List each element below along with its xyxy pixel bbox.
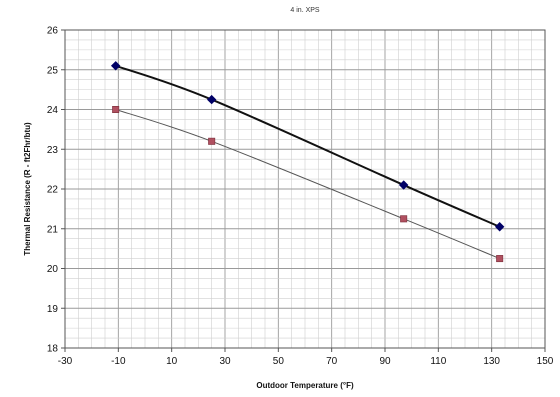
x-tick-label: 70 [326, 356, 338, 367]
x-axis-label: Outdoor Temperature (°F) [256, 381, 354, 390]
series-1-point [494, 222, 505, 232]
y-axis-label: Thermal Resistance (R - ft2Fhr/btu) [23, 122, 32, 256]
y-tick-label: 23 [47, 145, 59, 156]
series-2-point [496, 255, 504, 263]
y-tick-label: 22 [47, 185, 59, 196]
y-tick-label: 21 [47, 224, 59, 235]
x-tick-label: 10 [166, 356, 178, 367]
y-axis-ticks: 18 19 20 21 22 23 24 25 26 [47, 26, 65, 355]
x-tick-label: 50 [273, 356, 285, 367]
series-1-point [110, 61, 121, 71]
x-tick-label: 130 [483, 356, 500, 367]
series [110, 61, 505, 263]
series-1-point [398, 180, 409, 190]
x-tick-label: 90 [379, 356, 391, 367]
y-tick-label: 25 [47, 65, 59, 76]
y-tick-label: 20 [47, 264, 59, 275]
y-tick-label: 19 [47, 304, 59, 315]
y-tick-label: 26 [47, 26, 59, 37]
grid [64, 29, 546, 349]
x-axis-ticks: -30 -10 10 30 50 70 90 110 130 150 [58, 348, 554, 367]
series-1-point [206, 94, 217, 105]
x-tick-label: 30 [219, 356, 231, 367]
series-2-line [115, 109, 500, 260]
series-2-point [400, 215, 408, 223]
x-tick-label: -10 [111, 356, 126, 367]
x-tick-label: -30 [58, 356, 73, 367]
chart-title: 4 in. XPS [290, 7, 320, 14]
y-tick-label: 24 [47, 105, 59, 116]
y-tick-label: 18 [47, 344, 59, 355]
series-2-point [208, 137, 216, 145]
x-tick-label: 110 [430, 356, 446, 367]
x-tick-label: 150 [537, 356, 554, 367]
series-2-point [112, 106, 120, 114]
series-1-line [115, 64, 501, 228]
